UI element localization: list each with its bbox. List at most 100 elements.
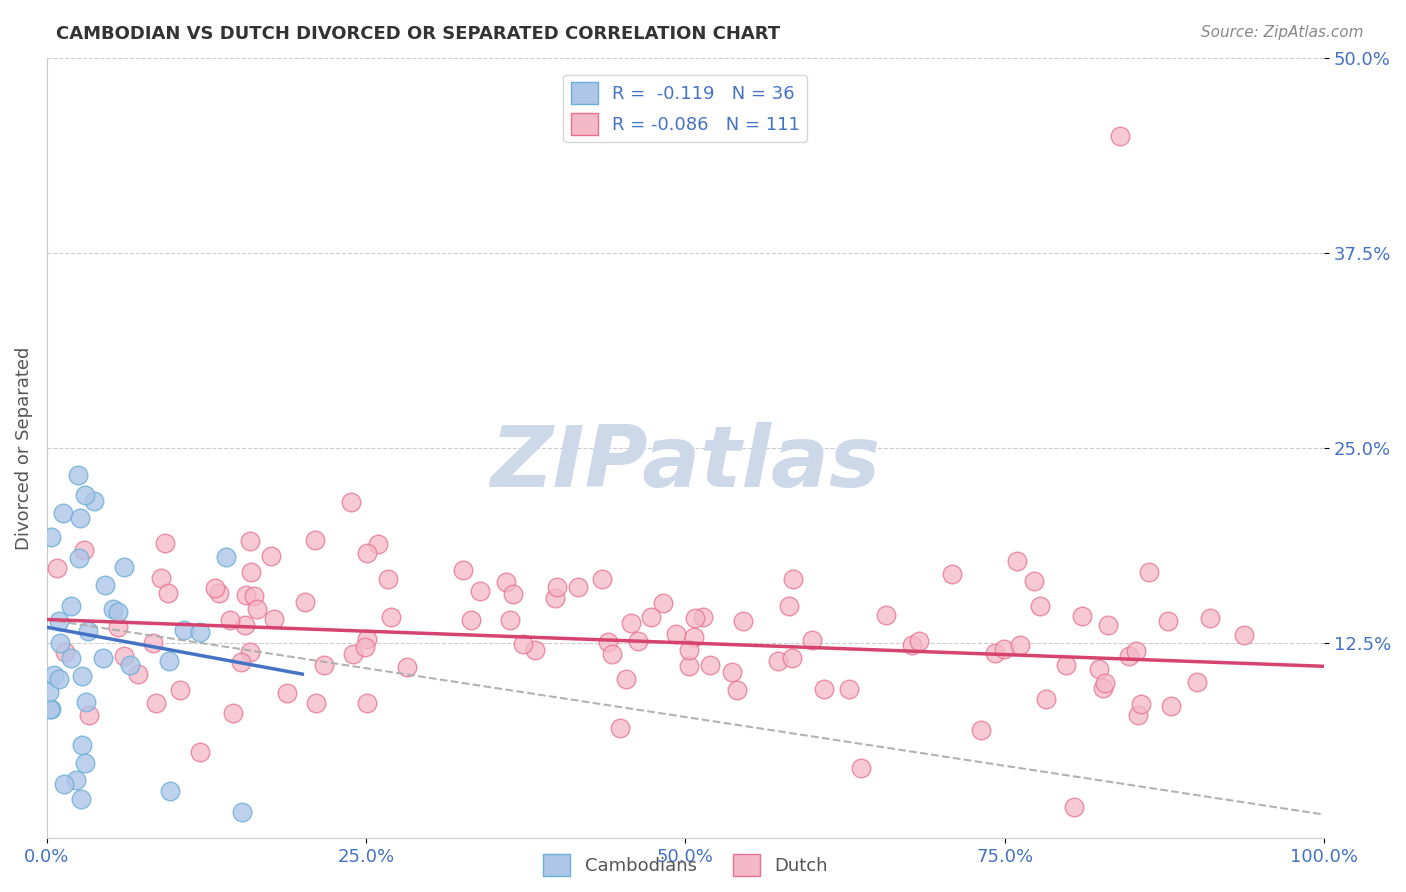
Point	[157, 654, 180, 668]
Point	[699, 658, 721, 673]
Point	[524, 642, 547, 657]
Point	[849, 761, 872, 775]
Point	[48, 614, 70, 628]
Point	[127, 667, 149, 681]
Point	[72, 669, 94, 683]
Point	[683, 630, 706, 644]
Point	[169, 682, 191, 697]
Point	[725, 682, 748, 697]
Point	[145, 696, 167, 710]
Point	[356, 546, 378, 560]
Point	[900, 638, 922, 652]
Point	[142, 636, 165, 650]
Point	[38, 684, 60, 698]
Point	[219, 613, 242, 627]
Point	[1054, 658, 1077, 673]
Point	[1160, 699, 1182, 714]
Point	[356, 632, 378, 646]
Point	[229, 655, 252, 669]
Point	[150, 571, 173, 585]
Point	[596, 635, 619, 649]
Point	[1233, 628, 1256, 642]
Point	[678, 642, 700, 657]
Point	[1029, 599, 1052, 613]
Point	[112, 560, 135, 574]
Point	[801, 632, 824, 647]
Text: Source: ZipAtlas.com: Source: ZipAtlas.com	[1201, 25, 1364, 40]
Point	[609, 721, 631, 735]
Point	[567, 581, 589, 595]
Point	[468, 584, 491, 599]
Point	[1024, 574, 1046, 588]
Point	[512, 637, 534, 651]
Point	[546, 580, 568, 594]
Point	[993, 642, 1015, 657]
Point	[683, 611, 706, 625]
Point	[1097, 618, 1119, 632]
Point	[76, 624, 98, 638]
Point	[73, 543, 96, 558]
Point	[59, 651, 82, 665]
Point	[276, 686, 298, 700]
Point	[396, 660, 419, 674]
Point	[73, 756, 96, 770]
Point	[652, 596, 675, 610]
Point	[69, 511, 91, 525]
Point	[39, 701, 62, 715]
Point	[1198, 611, 1220, 625]
Point	[188, 745, 211, 759]
Point	[1008, 638, 1031, 652]
Point	[77, 708, 100, 723]
Y-axis label: Divorced or Separated: Divorced or Separated	[15, 346, 32, 549]
Point	[312, 658, 335, 673]
Point	[1035, 692, 1057, 706]
Point	[52, 506, 75, 520]
Point	[233, 618, 256, 632]
Point	[591, 572, 613, 586]
Point	[204, 581, 226, 595]
Point	[239, 534, 262, 549]
Point	[159, 784, 181, 798]
Point	[453, 563, 475, 577]
Point	[94, 578, 117, 592]
Point	[53, 645, 76, 659]
Point	[1071, 609, 1094, 624]
Point	[263, 612, 285, 626]
Point	[778, 599, 800, 613]
Point	[259, 549, 281, 563]
Point	[246, 602, 269, 616]
Point	[766, 654, 789, 668]
Point	[1157, 614, 1180, 628]
Point	[1092, 681, 1115, 695]
Point	[1094, 675, 1116, 690]
Point	[908, 634, 931, 648]
Point	[75, 488, 97, 502]
Point	[875, 607, 897, 622]
Point	[340, 495, 363, 509]
Point	[1063, 799, 1085, 814]
Point	[188, 625, 211, 640]
Point	[620, 615, 643, 630]
Point	[813, 681, 835, 696]
Point	[731, 615, 754, 629]
Point	[107, 620, 129, 634]
Point	[83, 494, 105, 508]
Point	[112, 649, 135, 664]
Point	[1187, 675, 1209, 690]
Point	[294, 595, 316, 609]
Point	[53, 777, 76, 791]
Point	[39, 530, 62, 544]
Point	[72, 738, 94, 752]
Point	[614, 673, 637, 687]
Point	[235, 588, 257, 602]
Point	[153, 535, 176, 549]
Point	[215, 549, 238, 564]
Point	[208, 586, 231, 600]
Point	[49, 636, 72, 650]
Point	[157, 585, 180, 599]
Point	[692, 609, 714, 624]
Point	[495, 574, 517, 589]
Point	[627, 634, 650, 648]
Point	[720, 665, 742, 680]
Text: CAMBODIAN VS DUTCH DIVORCED OR SEPARATED CORRELATION CHART: CAMBODIAN VS DUTCH DIVORCED OR SEPARATED…	[56, 25, 780, 43]
